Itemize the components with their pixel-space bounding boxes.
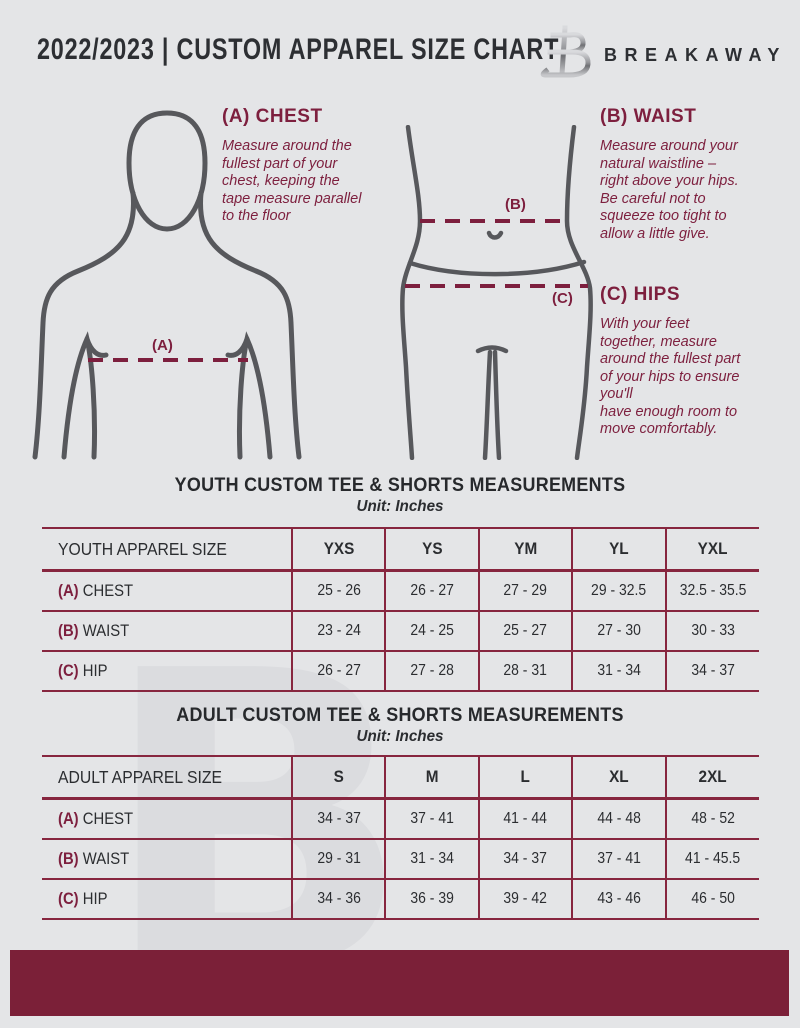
measurement-prefix: (B) — [58, 621, 79, 640]
measurement-value: 39 - 42 — [477, 879, 573, 920]
hips-instructions: With your feet together, measure around … — [600, 316, 741, 437]
size-table: ADULT APPAREL SIZE S M L XL 2XL (A) CHEST 34 - … — [42, 755, 759, 920]
measurement-row: (C) HIP 26 - 27 27 - 28 28 - 31 31 - 34 34 - … — [42, 651, 759, 692]
measurement-value: 41 - 45.5 — [664, 839, 759, 880]
size-column-header: YS — [384, 527, 479, 572]
size-column-header: YL — [571, 527, 666, 572]
measurement-value: 29 - 31 — [290, 839, 386, 880]
waist-instructions: Measure around your natural waistline – … — [600, 138, 739, 242]
measurement-value: 27 - 28 — [384, 651, 479, 692]
measurement-label: (C) HIP — [42, 879, 292, 920]
waist-heading: (B) WAIST — [600, 106, 697, 127]
size-column-header: 2XL — [664, 755, 759, 800]
measurement-prefix: (C) — [58, 661, 79, 680]
chest-instructions: Measure around the fullest part of your … — [222, 138, 362, 224]
adult-size-table-container: ADULT APPAREL SIZE S M L XL 2XL (A) CHEST 34 - … — [42, 755, 759, 920]
size-table: YOUTH APPAREL SIZE YXS YS YM YL YXL (A) CHEST 2… — [42, 527, 759, 692]
measurement-value: 29 - 32.5 — [571, 570, 666, 612]
measurement-value: 48 - 52 — [664, 798, 759, 840]
size-label-header: ADULT APPAREL SIZE — [42, 755, 292, 800]
measurement-value: 44 - 48 — [571, 798, 666, 840]
size-column-header: M — [384, 755, 479, 800]
size-column-header: YXS — [290, 527, 386, 572]
torso-chest-figure — [32, 110, 302, 460]
measurement-label: (B) WAIST — [42, 839, 292, 880]
measurement-value: 30 - 33 — [664, 611, 759, 652]
measurement-value: 27 - 30 — [571, 611, 666, 652]
size-label-header: YOUTH APPAREL SIZE — [42, 527, 292, 572]
measurement-value: 26 - 27 — [384, 570, 479, 612]
waist-hips-figure — [400, 125, 593, 460]
measurement-value: 23 - 24 — [290, 611, 386, 652]
hips-heading: (C) HIPS — [600, 284, 680, 305]
measurement-row: (B) WAIST 23 - 24 24 - 25 25 - 27 27 - 30 30 … — [42, 611, 759, 652]
measurement-value: 25 - 27 — [477, 611, 573, 652]
measurement-value: 37 - 41 — [571, 839, 666, 880]
measurement-prefix: (C) — [58, 889, 79, 908]
measurement-prefix: (A) — [58, 581, 79, 600]
measurement-value: 31 - 34 — [571, 651, 666, 692]
hips-marker-label: (C) — [552, 290, 573, 307]
chest-marker-label: (A) — [152, 337, 173, 354]
measurement-value: 27 - 29 — [477, 570, 573, 612]
youth-table-unit: Unit: Inches — [356, 498, 444, 515]
footer-bar — [10, 950, 789, 1016]
measurement-value: 43 - 46 — [571, 879, 666, 920]
measurement-prefix: (B) — [58, 849, 79, 868]
adult-table-unit: Unit: Inches — [356, 728, 444, 745]
measurement-label: (B) WAIST — [42, 611, 292, 652]
size-header-row: ADULT APPAREL SIZE S M L XL 2XL — [42, 755, 759, 800]
page-title: 2022/2023 | CUSTOM APPAREL SIZE CHART — [37, 33, 560, 66]
waist-marker-label: (B) — [505, 196, 526, 213]
measurement-value: 36 - 39 — [384, 879, 479, 920]
size-header-row: YOUTH APPAREL SIZE YXS YS YM YL YXL — [42, 527, 759, 572]
brand: BREAKAWAY — [538, 24, 787, 80]
measurement-prefix: (A) — [58, 809, 79, 828]
size-column-header: YM — [477, 527, 573, 572]
size-column-header: YXL — [664, 527, 759, 572]
measurement-label: (A) CHEST — [42, 798, 292, 840]
measurement-value: 32.5 - 35.5 — [664, 570, 759, 612]
measurement-label: (A) CHEST — [42, 570, 292, 612]
size-column-header: S — [290, 755, 386, 800]
measurement-value: 41 - 44 — [477, 798, 573, 840]
measurement-row: (A) CHEST 25 - 26 26 - 27 27 - 29 29 - 32.5 3… — [42, 570, 759, 612]
size-column-header: L — [477, 755, 573, 800]
adult-table-title: ADULT CUSTOM TEE & SHORTS MEASUREMENTS — [176, 704, 624, 726]
chest-heading: (A) CHEST — [222, 106, 323, 127]
breakaway-logo-icon — [540, 25, 591, 78]
measurement-value: 31 - 34 — [384, 839, 479, 880]
measurement-value: 28 - 31 — [477, 651, 573, 692]
measurement-row: (C) HIP 34 - 36 36 - 39 39 - 42 43 - 46 46 - … — [42, 879, 759, 920]
measurement-value: 34 - 37 — [664, 651, 759, 692]
measurement-value: 24 - 25 — [384, 611, 479, 652]
measurement-label: (C) HIP — [42, 651, 292, 692]
measurement-value: 34 - 37 — [290, 798, 386, 840]
measurement-value: 34 - 36 — [290, 879, 386, 920]
measurement-value: 26 - 27 — [290, 651, 386, 692]
measurement-value: 34 - 37 — [477, 839, 573, 880]
brand-name: BREAKAWAY — [604, 44, 787, 65]
size-column-header: XL — [571, 755, 666, 800]
measurement-value: 46 - 50 — [664, 879, 759, 920]
youth-size-table-container: YOUTH APPAREL SIZE YXS YS YM YL YXL (A) CHEST 2… — [42, 527, 759, 692]
measurement-row: (A) CHEST 34 - 37 37 - 41 41 - 44 44 - 48 48 … — [42, 798, 759, 840]
measurement-value: 37 - 41 — [384, 798, 479, 840]
youth-table-title: YOUTH CUSTOM TEE & SHORTS MEASUREMENTS — [174, 474, 626, 496]
measurement-value: 25 - 26 — [290, 570, 386, 612]
measurement-row: (B) WAIST 29 - 31 31 - 34 34 - 37 37 - 41 41 … — [42, 839, 759, 880]
